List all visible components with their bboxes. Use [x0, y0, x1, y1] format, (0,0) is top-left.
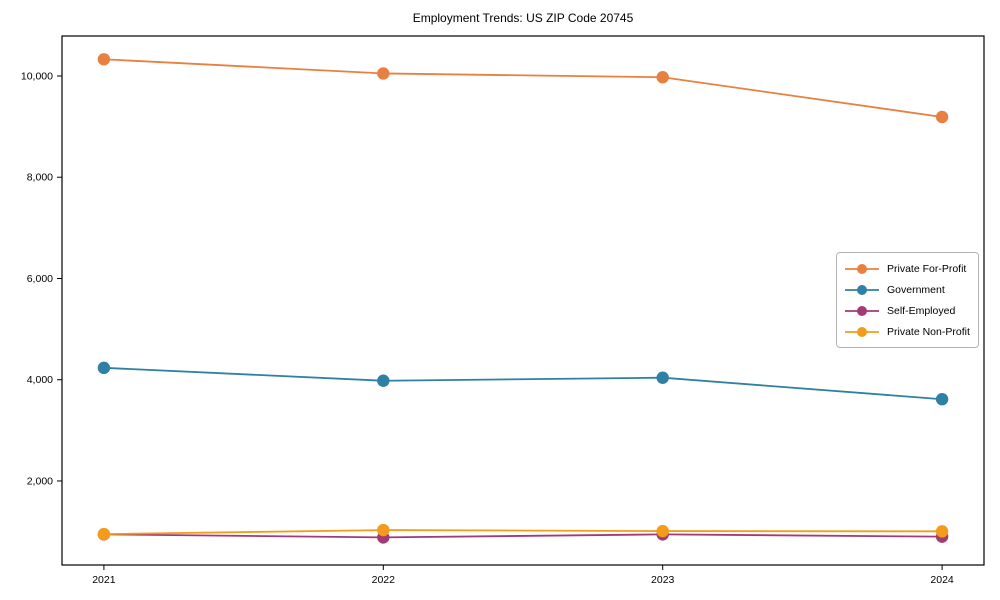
- legend-label-private-non-profit: Private Non-Profit: [887, 325, 970, 338]
- series-line-private-for-profit: [103, 58, 943, 118]
- legend-item-government: Government: [844, 279, 970, 300]
- legend-marker-icon: [857, 326, 867, 337]
- legend-swatch-private-for-profit: [845, 263, 879, 274]
- legend-marker-icon: [857, 284, 867, 295]
- x-tick-label: 2021: [92, 574, 116, 586]
- series-marker-private-for-profit: [935, 110, 949, 124]
- legend-label-private-for-profit: Private For-Profit: [887, 262, 967, 275]
- legend-label-government: Government: [887, 283, 945, 296]
- legend: Private For-Profit Government Self-Employe…: [836, 252, 979, 348]
- y-tick-label: 4,000: [27, 374, 53, 386]
- legend-item-private-for-profit: Private For-Profit: [844, 258, 970, 279]
- y-tick-label: 6,000: [27, 273, 53, 285]
- legend-marker-icon: [857, 263, 867, 274]
- y-tick-label: 10,000: [21, 70, 53, 82]
- series-line-private-non-profit: [103, 529, 943, 536]
- x-tick-label: 2024: [930, 574, 954, 586]
- legend-label-self-employed: Self-Employed: [887, 304, 956, 317]
- series-marker-private-non-profit: [656, 524, 669, 538]
- series-marker-government: [97, 361, 111, 375]
- plot-frame: [61, 35, 985, 566]
- legend-swatch-government: [845, 284, 879, 295]
- series-marker-government: [656, 371, 669, 384]
- series-marker-private-for-profit: [97, 53, 111, 66]
- y-tick-label: 8,000: [27, 172, 53, 184]
- y-tick-label: 2,000: [27, 475, 53, 487]
- series-marker-private-non-profit: [97, 527, 111, 541]
- series-marker-private-for-profit: [377, 67, 390, 80]
- series-line-self-employed: [103, 533, 943, 539]
- x-tick-label: 2023: [651, 574, 675, 586]
- x-tick-label: 2022: [372, 574, 396, 586]
- series-marker-government: [935, 393, 949, 406]
- legend-item-private-non-profit: Private Non-Profit: [844, 321, 970, 342]
- legend-marker-icon: [857, 305, 867, 316]
- chart-title: Employment Trends: US ZIP Code 20745: [412, 11, 634, 25]
- series-marker-private-non-profit: [935, 525, 949, 538]
- legend-swatch-self-employed: [845, 305, 879, 316]
- series-marker-private-non-profit: [377, 523, 390, 537]
- legend-item-self-employed: Self-Employed: [844, 300, 970, 321]
- series-line-government: [103, 366, 943, 401]
- series-marker-government: [377, 374, 390, 387]
- legend-swatch-private-non-profit: [845, 326, 879, 337]
- series-marker-private-for-profit: [656, 71, 669, 84]
